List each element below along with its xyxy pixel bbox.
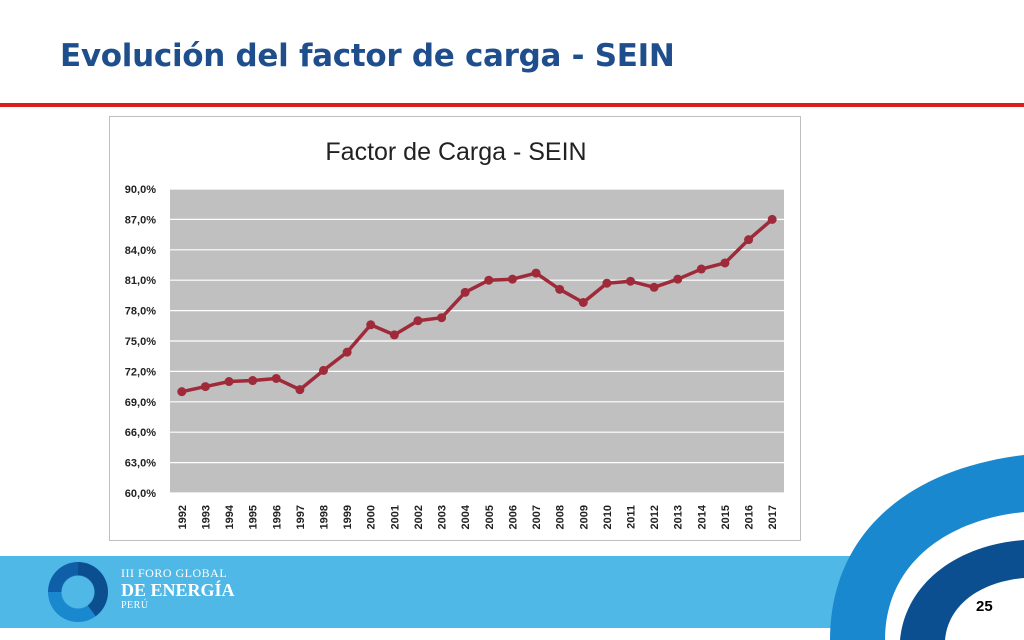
data-point bbox=[413, 316, 423, 326]
chart-frame: Factor de Carga - SEIN 60,0% 63,0% 66,0% 69… bbox=[109, 116, 801, 541]
y-tick-label: 60,0% bbox=[125, 488, 156, 500]
load-factor-chart: Factor de Carga - SEIN 60,0% 63,0% 66,0% 69… bbox=[125, 138, 784, 529]
logo-line-3: PERÚ bbox=[121, 600, 149, 611]
y-tick-label: 75,0% bbox=[125, 336, 156, 348]
x-tick-label: 2006 bbox=[507, 505, 519, 529]
data-point bbox=[271, 373, 281, 383]
x-tick-label: 1995 bbox=[248, 505, 260, 529]
data-point bbox=[484, 275, 494, 285]
x-tick-label: 1996 bbox=[271, 505, 283, 529]
data-point bbox=[767, 214, 777, 224]
data-point bbox=[200, 382, 210, 392]
data-point bbox=[555, 284, 565, 294]
logo-line-1: III FORO GLOBAL bbox=[121, 566, 228, 580]
x-tick-label: 2009 bbox=[578, 505, 590, 529]
data-point bbox=[224, 377, 234, 387]
x-tick-label: 2015 bbox=[720, 505, 732, 529]
x-tick-label: 2005 bbox=[484, 505, 496, 529]
x-tick-label: 2016 bbox=[744, 505, 756, 529]
x-tick-label: 2011 bbox=[626, 505, 638, 529]
data-point bbox=[342, 347, 352, 357]
data-point bbox=[319, 365, 328, 375]
x-tick-label: 2010 bbox=[602, 505, 614, 529]
data-point bbox=[578, 297, 588, 307]
data-point bbox=[720, 258, 730, 268]
data-point bbox=[177, 387, 187, 397]
x-tick-label: 1993 bbox=[200, 505, 212, 529]
logo-line-2: DE ENERGÍA bbox=[121, 580, 235, 600]
x-tick-label: 1997 bbox=[295, 505, 307, 529]
x-tick-label: 1994 bbox=[224, 504, 236, 529]
forum-logo-icon bbox=[48, 562, 108, 622]
y-tick-label: 87,0% bbox=[125, 214, 156, 226]
x-tick-label: 2002 bbox=[413, 505, 425, 529]
x-tick-label: 1998 bbox=[319, 505, 331, 529]
data-point bbox=[437, 313, 447, 323]
data-point bbox=[507, 274, 517, 284]
x-tick-label: 2004 bbox=[460, 504, 472, 529]
data-point bbox=[295, 385, 305, 395]
x-tick-label: 2001 bbox=[389, 505, 401, 529]
y-tick-label: 66,0% bbox=[125, 427, 156, 439]
data-point bbox=[531, 268, 541, 278]
x-tick-label: 2012 bbox=[649, 505, 661, 529]
data-point bbox=[366, 320, 376, 330]
x-tick-label: 2007 bbox=[531, 505, 543, 529]
data-point bbox=[696, 264, 706, 274]
x-tick-label: 2008 bbox=[555, 505, 567, 529]
x-tick-label: 2017 bbox=[767, 505, 779, 529]
slide-title: Evolución del factor de carga - SEIN bbox=[60, 38, 675, 74]
title-divider bbox=[0, 103, 1024, 107]
y-tick-label: 81,0% bbox=[125, 275, 156, 287]
data-point bbox=[626, 276, 635, 286]
x-tick-label: 2013 bbox=[673, 505, 685, 529]
data-point bbox=[248, 376, 258, 386]
y-tick-label: 90,0% bbox=[125, 184, 156, 196]
y-tick-label: 69,0% bbox=[125, 397, 156, 409]
x-tick-label: 1999 bbox=[342, 505, 354, 529]
page-number: 25 bbox=[976, 598, 993, 615]
data-point bbox=[602, 278, 612, 288]
x-tick-label: 2000 bbox=[366, 505, 378, 529]
data-point bbox=[460, 287, 470, 297]
y-tick-label: 78,0% bbox=[125, 306, 156, 318]
data-point bbox=[673, 274, 683, 284]
x-tick-label: 2003 bbox=[437, 505, 449, 529]
x-tick-label: 2014 bbox=[696, 504, 708, 529]
y-tick-label: 72,0% bbox=[125, 366, 156, 378]
chart-title: Factor de Carga - SEIN bbox=[325, 138, 586, 166]
data-point bbox=[389, 330, 399, 340]
x-tick-label: 1992 bbox=[177, 505, 189, 529]
data-point bbox=[744, 235, 754, 245]
y-tick-label: 84,0% bbox=[125, 245, 156, 257]
forum-logo-text: III FORO GLOBAL DE ENERGÍA PERÚ bbox=[121, 566, 235, 612]
data-point bbox=[649, 282, 659, 292]
y-tick-label: 63,0% bbox=[125, 458, 156, 470]
